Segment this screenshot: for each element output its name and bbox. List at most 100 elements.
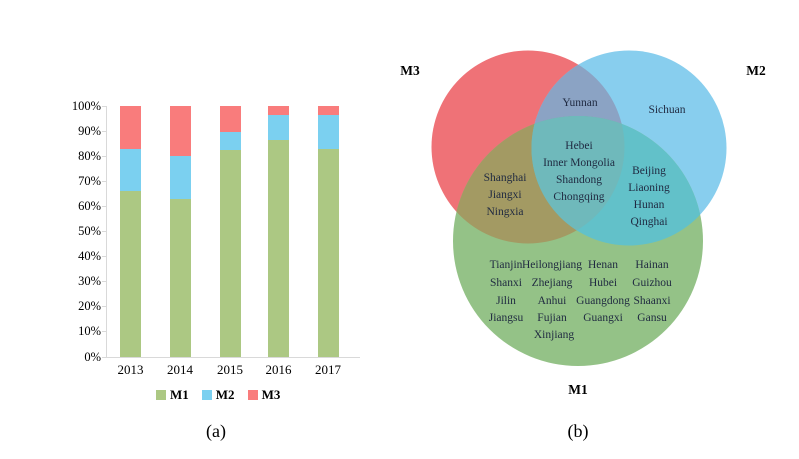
venn-province-label: Tianjin bbox=[489, 259, 523, 271]
venn-province-label: Xinjiang bbox=[533, 329, 575, 341]
venn-province-label: Jiangsu bbox=[488, 312, 524, 324]
bar-segment-m3-2017 bbox=[317, 106, 339, 115]
venn-province-label: Hubei bbox=[588, 277, 618, 289]
venn-province-label: Liaoning bbox=[628, 182, 670, 194]
y-tick-label: 50% bbox=[78, 224, 101, 238]
legend-label-m2: M2 bbox=[215, 387, 235, 402]
y-tick-label: 0% bbox=[84, 349, 101, 364]
legend-swatch-m1 bbox=[156, 390, 166, 400]
venn-province-label: Ningxia bbox=[486, 206, 524, 218]
y-tick-mark bbox=[102, 281, 106, 283]
y-tick-mark bbox=[102, 331, 106, 333]
venn-province-label: Qinghai bbox=[630, 216, 668, 228]
y-tick-mark bbox=[102, 180, 106, 182]
venn-province-label: Fujian bbox=[537, 312, 567, 324]
venn-region-m1_and_m3: Shanghai Jiangxi Ningxia bbox=[484, 170, 527, 221]
bar-segment-m3-2016 bbox=[268, 106, 289, 115]
y-tick-label: 10% bbox=[78, 324, 101, 339]
x-tick-label-2016: 2016 bbox=[265, 362, 292, 377]
y-tick-label: 20% bbox=[78, 299, 101, 314]
bar-segment-m1-2017 bbox=[317, 148, 339, 357]
legend-label-m1: M1 bbox=[170, 387, 189, 402]
venn-region-m2_only: Sichuan bbox=[648, 102, 685, 119]
venn-province-label: Zhejiang bbox=[531, 277, 573, 289]
venn-province-label: Shandong bbox=[555, 174, 602, 186]
bar-segment-m3-2013 bbox=[120, 106, 141, 149]
bar-segment-m1-2014 bbox=[169, 198, 191, 357]
bar-segment-m2-2013 bbox=[120, 148, 141, 192]
y-tick-label: 100% bbox=[71, 98, 101, 113]
venn-province-label: Henan bbox=[587, 259, 619, 271]
y-tick-label: 70% bbox=[78, 173, 101, 188]
legend-item-m2: M2 bbox=[201, 387, 235, 403]
bar-2013 bbox=[120, 106, 141, 357]
bar-2015 bbox=[219, 106, 241, 357]
venn-province-label: Guangxi bbox=[583, 312, 623, 324]
bar-segment-m1-2016 bbox=[268, 139, 289, 357]
venn-set-label-m2: M2 bbox=[746, 63, 766, 78]
y-tick-label: 80% bbox=[78, 148, 101, 163]
caption-b: (b) bbox=[567, 421, 589, 441]
venn-province-label: Hainan bbox=[635, 259, 669, 271]
venn-region-m1_and_m2: Beijing Liaoning Hunan Qinghai bbox=[628, 163, 670, 231]
bar-segment-m2-2014 bbox=[169, 156, 191, 199]
venn-province-label: Shanxi bbox=[490, 277, 522, 289]
venn-province-label: Hunan bbox=[633, 199, 665, 211]
bar-segment-m2-2017 bbox=[317, 114, 339, 149]
x-tick-label-2013: 2013 bbox=[117, 362, 144, 377]
y-tick-label: 90% bbox=[78, 123, 101, 138]
bar-segment-m1-2015 bbox=[219, 149, 241, 357]
x-axis-line bbox=[106, 357, 360, 358]
y-tick-mark bbox=[102, 155, 106, 157]
x-tick-label-2015: 2015 bbox=[217, 362, 243, 377]
bar-segment-m3-2015 bbox=[219, 106, 241, 133]
venn-province-label: Jiangxi bbox=[488, 189, 522, 201]
y-tick-label: 60% bbox=[78, 198, 101, 213]
y-tick-mark bbox=[102, 256, 106, 258]
y-tick-mark bbox=[102, 306, 106, 308]
y-tick-mark bbox=[102, 105, 106, 107]
venn-province-label: Sichuan bbox=[648, 104, 686, 116]
legend-item-m1: M1 bbox=[156, 387, 189, 403]
bar-segment-m2-2015 bbox=[219, 132, 241, 150]
x-tick-label-2017: 2017 bbox=[315, 362, 341, 377]
venn-province-label: Heilongjiang bbox=[521, 259, 583, 271]
venn-region-m3_and_m2: Yunnan bbox=[562, 95, 597, 112]
legend-label-m3: M3 bbox=[261, 387, 281, 402]
y-tick-label: 30% bbox=[78, 274, 101, 289]
caption-a: (a) bbox=[206, 421, 226, 441]
bar-segment-m3-2014 bbox=[169, 106, 191, 157]
bar-segment-m1-2013 bbox=[120, 191, 141, 357]
legend-swatch-m2 bbox=[201, 390, 212, 400]
venn-province-label: Guizhou bbox=[632, 277, 672, 289]
legend-swatch-m3 bbox=[247, 390, 258, 400]
bar-2017 bbox=[317, 106, 339, 357]
bar-2014 bbox=[169, 106, 191, 357]
y-tick-mark bbox=[102, 130, 106, 132]
venn-province-label: Yunnan bbox=[562, 97, 598, 109]
venn-province-label: Gansu bbox=[637, 312, 667, 324]
venn-set-label-m3: M3 bbox=[400, 63, 420, 78]
venn-set-label-m1: M1 bbox=[568, 382, 588, 397]
chart-legend: M1 M2 M3 bbox=[156, 387, 280, 403]
legend-item-m3: M3 bbox=[247, 387, 281, 403]
y-tick-mark bbox=[102, 356, 106, 358]
y-axis-line bbox=[106, 106, 107, 358]
venn-province-label: Guangdong bbox=[576, 295, 630, 307]
y-tick-mark bbox=[102, 205, 106, 207]
y-tick-label: 40% bbox=[78, 249, 101, 264]
venn-province-label: Jilin bbox=[496, 295, 516, 307]
venn-province-label: Inner Mongolia bbox=[543, 157, 615, 169]
venn-province-label: Shanghai bbox=[483, 172, 527, 184]
bar-segment-m2-2016 bbox=[268, 114, 289, 140]
venn-province-label: Beijing bbox=[632, 165, 666, 177]
venn-province-label: Anhui bbox=[537, 295, 567, 307]
venn-province-label: Chongqing bbox=[553, 191, 605, 203]
y-tick-mark bbox=[102, 231, 106, 232]
venn-region-m1_and_m2_and_m3: Hebei Inner Mongolia Shandong Chongqing bbox=[543, 138, 615, 206]
venn-province-label: Hebei bbox=[565, 140, 593, 152]
venn-province-label: Shaanxi bbox=[633, 295, 671, 307]
x-tick-label-2014: 2014 bbox=[167, 362, 193, 377]
